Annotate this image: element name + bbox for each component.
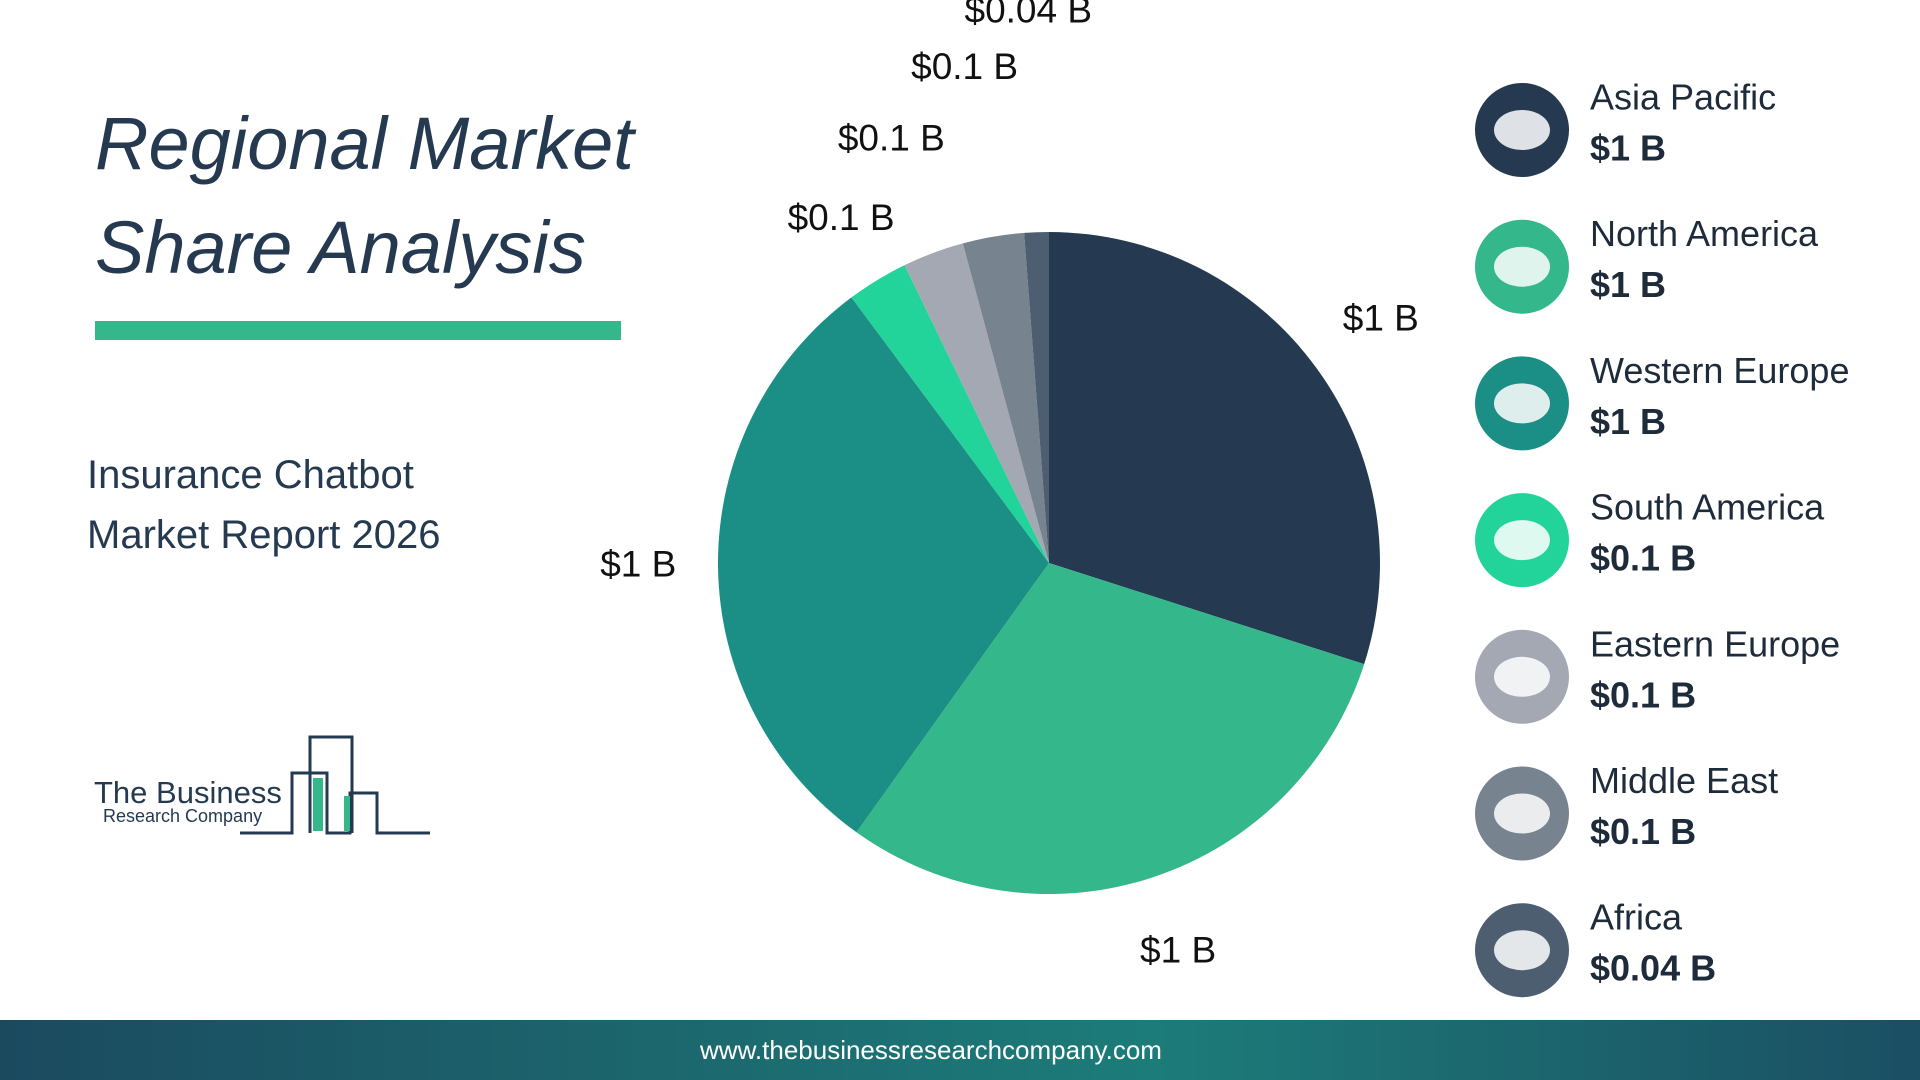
title: Regional Market Share Analysis (95, 102, 634, 289)
slice-label: $1 B (600, 544, 676, 585)
legend-name: Asia Pacific (1590, 77, 1776, 118)
logo-bar (344, 796, 350, 831)
legend-value: $0.1 B (1590, 811, 1696, 852)
logo-skyline (240, 771, 430, 835)
legend-icon-map (1494, 246, 1550, 287)
logo-subtext: Research Company (103, 806, 262, 826)
legend-value: $0.04 B (1590, 948, 1716, 989)
pie-slice (904, 243, 1049, 563)
legend-name: Eastern Europe (1590, 623, 1840, 664)
slice-label: $0.04 B (965, 0, 1093, 30)
legend-value: $1 B (1590, 264, 1666, 305)
chart: The Business Research Company $1 B $1 B $1… (94, 0, 1849, 998)
footer-url: www.thebusinessresearchcompany.com (700, 1035, 1162, 1065)
logo-bar (313, 778, 323, 831)
pie-slice (1024, 232, 1049, 563)
pie-slice (851, 265, 1049, 563)
legend-icon-map (1494, 520, 1550, 561)
legend-name: North America (1590, 213, 1819, 254)
subtitle: Insurance Chatbot Market Report 2026 (87, 453, 441, 557)
legend-name: Middle East (1590, 760, 1778, 801)
legend-icon-map (1494, 930, 1550, 971)
slice-label: $0.1 B (838, 118, 945, 159)
legend-name: Africa (1590, 897, 1683, 938)
legend-name: Western Europe (1590, 350, 1849, 391)
pie-slice (718, 297, 1049, 833)
pie-slice (1049, 232, 1381, 665)
logo: The Business Research Company (94, 735, 430, 835)
title-underline (95, 321, 621, 340)
legend-value: $1 B (1590, 128, 1666, 169)
logo-text: The Business (94, 775, 282, 810)
legend-icon-map (1494, 793, 1550, 834)
legend-icon-map (1494, 110, 1550, 150)
legend-value: $0.1 B (1590, 674, 1696, 715)
legend-icon-map (1494, 656, 1550, 697)
legend-value: $1 B (1590, 401, 1666, 442)
legend-icon-map (1494, 383, 1550, 424)
legend-value: $0.1 B (1590, 538, 1696, 579)
legend-name: South America (1590, 487, 1825, 528)
slice-label: $1 B (1343, 298, 1419, 339)
pie-slice (856, 563, 1365, 895)
footer: www.thebusinessresearchcompany.com (0, 1020, 1920, 1080)
slice-label: $1 B (1140, 930, 1216, 971)
slice-label: $0.1 B (911, 46, 1018, 87)
slice-label: $0.1 B (788, 197, 895, 238)
pie-slice (962, 232, 1049, 564)
logo-skyline (308, 735, 354, 833)
